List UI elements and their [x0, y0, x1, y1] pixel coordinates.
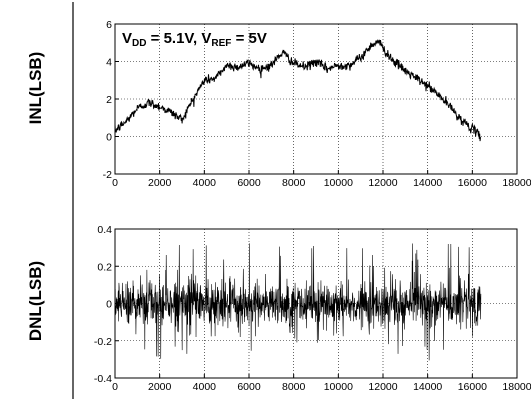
inl-y-tick-label: -2 — [103, 169, 112, 181]
inl-x-tick-label: 0 — [112, 177, 118, 189]
inl-y-tick-label: 6 — [106, 19, 112, 31]
inl-trace-line — [114, 39, 482, 142]
inl-y-axis-label: INL(LSB) — [26, 52, 45, 125]
dnl-x-tick-label: 14000 — [413, 381, 442, 393]
inl-x-tick-label: 18000 — [502, 177, 531, 189]
inl-x-tick-label: 2000 — [148, 177, 172, 189]
inl-y-tick-label: 4 — [106, 57, 112, 69]
dnl-y-tick-label: 0.4 — [97, 224, 112, 236]
dnl-x-tick-label: 12000 — [368, 381, 397, 393]
inl-x-tick-label: 16000 — [458, 177, 487, 189]
inl-y-tick-label: 0 — [106, 132, 112, 144]
inl-x-tick-label: 12000 — [368, 177, 397, 189]
dnl-x-tick-label: 18000 — [502, 381, 531, 393]
dnl-y-tick-label: 0.2 — [97, 261, 112, 273]
inl-y-tick-labels: -2 0 2 4 6 — [103, 19, 113, 181]
inl-y-tick-label: 2 — [106, 94, 112, 106]
dnl-x-tick-label: 16000 — [458, 381, 487, 393]
inl-x-tick-label: 8000 — [282, 177, 306, 189]
dnl-x-tick-label: 8000 — [282, 381, 306, 393]
dnl-x-tick-label: 0 — [112, 381, 118, 393]
inl-x-tick-label: 4000 — [193, 177, 217, 189]
inl-x-tick-labels: 0 2000 4000 6000 8000 10000 12000 14000 16000 180… — [112, 177, 531, 189]
dnl-y-axis-label: DNL(LSB) — [26, 261, 45, 341]
dnl-y-tick-labels: -0.4 -0.2 0 0.2 0.4 — [94, 224, 112, 385]
dnl-x-tick-label: 2000 — [148, 381, 172, 393]
dnl-y-tick-label: -0.2 — [94, 336, 112, 348]
inl-plot: 0 2000 4000 6000 8000 10000 12000 14000 16000 180… — [103, 19, 531, 189]
dnl-y-tick-label: -0.4 — [94, 373, 112, 385]
inl-x-tick-label: 6000 — [237, 177, 261, 189]
dnl-plot: 0 2000 4000 6000 8000 10000 12000 14000 16000 180… — [94, 224, 531, 393]
inl-x-tick-label: 14000 — [413, 177, 442, 189]
dnl-x-tick-label: 4000 — [193, 381, 217, 393]
dnl-y-tick-label: 0 — [106, 299, 112, 311]
dnl-trace-line — [114, 243, 482, 361]
inl-x-tick-label: 10000 — [324, 177, 353, 189]
dnl-x-tick-labels: 0 2000 4000 6000 8000 10000 12000 14000 16000 180… — [112, 381, 531, 393]
supply-annotation: VDD = 5.1V, VREF = 5V — [122, 30, 267, 49]
dnl-x-tick-label: 6000 — [237, 381, 261, 393]
dnl-x-tick-label: 10000 — [324, 381, 353, 393]
